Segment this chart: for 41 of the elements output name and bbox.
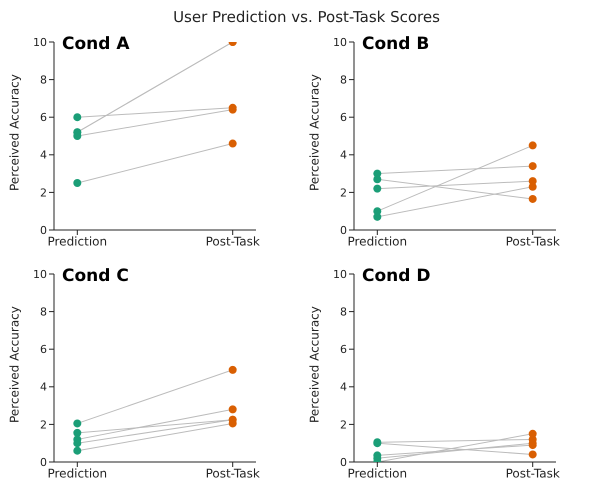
- chart-subtitle: Cond C: [62, 266, 129, 286]
- y-tick-label: 2: [340, 418, 347, 432]
- text: User Prediction vs. Post-Task Scores: [172, 8, 441, 28]
- y-tick-label: 0: [40, 456, 47, 469]
- y-tick-label: 4: [340, 380, 347, 394]
- chart-subtitle: Cond D: [362, 266, 430, 286]
- y-tick-label: 2: [40, 418, 47, 432]
- y-tick-label: 8: [340, 306, 347, 319]
- y-tick-label: 8: [340, 74, 347, 87]
- y-axis-title: Perceived Accuracy: [307, 306, 322, 423]
- x-tick-label: Prediction: [347, 234, 408, 249]
- x-tick-label: Prediction: [47, 234, 108, 249]
- y-tick-label: 0: [340, 456, 347, 469]
- x-tick-label: Prediction: [347, 466, 408, 481]
- y-tick-label: 6: [340, 111, 347, 124]
- y-tick-label: 10: [33, 36, 47, 49]
- y-tick-label: 4: [340, 148, 347, 162]
- y-tick-label: 0: [340, 224, 347, 237]
- x-tick-label: Prediction: [47, 466, 108, 481]
- chart-subtitle: Cond B: [362, 34, 430, 54]
- x-tick-label: Post-Task: [506, 234, 560, 249]
- y-tick-label: 8: [40, 306, 47, 319]
- y-tick-label: 0: [40, 224, 47, 237]
- chart-subtitle: Cond A: [62, 34, 130, 54]
- y-axis-title: Perceived Accuracy: [7, 74, 22, 191]
- y-tick-label: 10: [333, 268, 347, 281]
- y-tick-label: 6: [40, 111, 47, 124]
- y-tick-label: 4: [40, 148, 47, 162]
- y-tick-label: 6: [340, 343, 347, 356]
- x-tick-label: Post-Task: [206, 466, 260, 481]
- x-tick-label: Post-Task: [206, 234, 260, 249]
- y-tick-label: 2: [40, 186, 47, 200]
- y-axis-title: Perceived Accuracy: [307, 74, 322, 191]
- y-tick-label: 10: [33, 268, 47, 281]
- y-tick-label: 4: [40, 380, 47, 394]
- y-axis-title: Perceived Accuracy: [7, 306, 22, 423]
- y-tick-label: 2: [340, 186, 347, 200]
- y-tick-label: 8: [40, 74, 47, 87]
- y-tick-label: 10: [333, 36, 347, 49]
- y-tick-label: 6: [40, 343, 47, 356]
- x-tick-label: Post-Task: [506, 466, 560, 481]
